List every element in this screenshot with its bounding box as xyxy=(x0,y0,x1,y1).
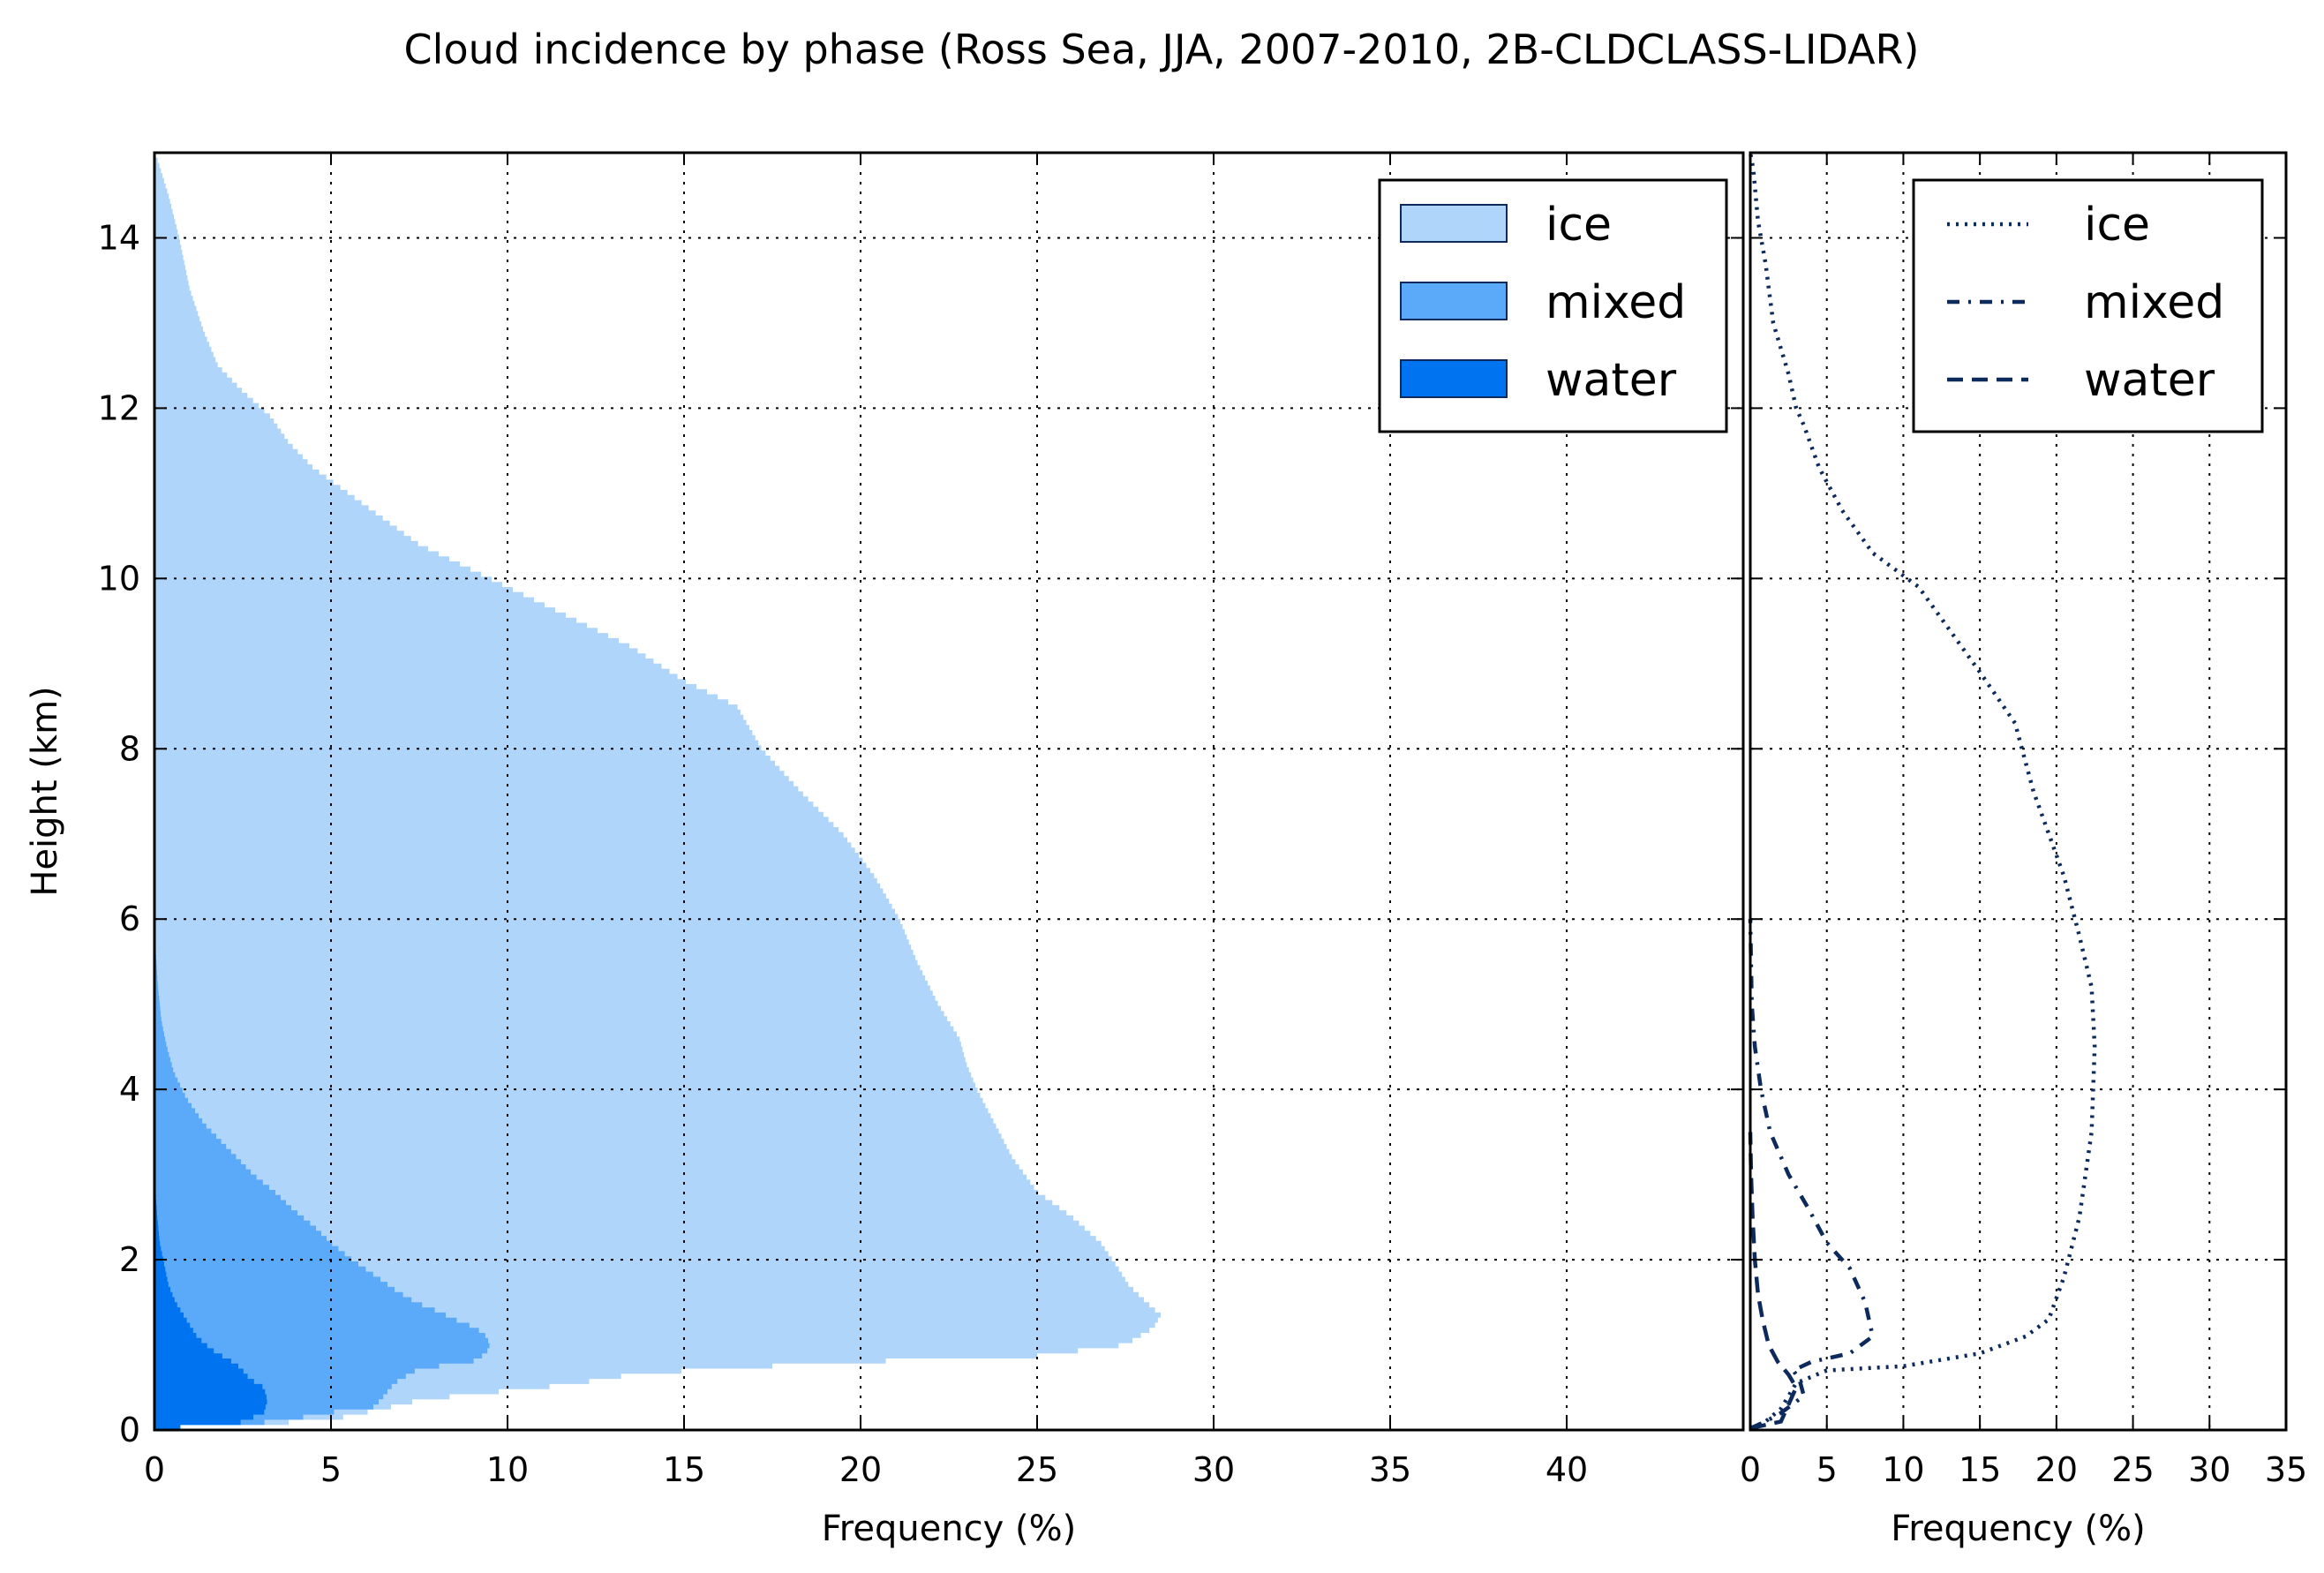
right-plot-frame xyxy=(1749,151,2288,1432)
y-tick-label: 10 xyxy=(98,559,140,598)
y-tick-label: 12 xyxy=(98,388,140,427)
right-ticks: 0 5 10 15 20 25 30 35 xyxy=(1740,153,2307,1489)
y-tick-label: 6 xyxy=(119,899,140,938)
x-tick-label: 35 xyxy=(2265,1450,2307,1489)
y-axis-label: Height (km) xyxy=(25,686,65,896)
right-panel: 0 5 10 15 20 25 30 35 Frequency (%) ice mixed wat… xyxy=(1740,151,2307,1549)
chart-title: Cloud incidence by phase (Ross Sea, JJA,… xyxy=(404,26,1920,73)
legend-label-ice: ice xyxy=(1546,199,1612,252)
area-ice xyxy=(154,153,1161,1430)
line-ice xyxy=(1748,152,2097,1431)
x-tick-label: 20 xyxy=(2035,1450,2078,1489)
x-tick-label: 10 xyxy=(486,1450,529,1489)
x-tick-label: 5 xyxy=(320,1450,342,1489)
x-tick-label: 35 xyxy=(1369,1450,1411,1489)
y-tick-label: 14 xyxy=(98,218,140,257)
left-grid xyxy=(154,153,1743,1430)
legend-label-water: water xyxy=(2084,354,2215,407)
legend-label-mixed: mixed xyxy=(2084,276,2224,329)
x-tick-label: 30 xyxy=(1192,1450,1235,1489)
x-tick-label: 0 xyxy=(1740,1450,1761,1489)
right-legend: ice mixed water xyxy=(1912,178,2264,433)
y-tick-label: 0 xyxy=(119,1411,140,1449)
legend-swatch-water xyxy=(1400,359,1508,398)
y-tick-label: 8 xyxy=(119,729,140,768)
legend-box xyxy=(1912,178,2264,433)
left-area-fills xyxy=(154,153,1161,1430)
x-tick-label: 15 xyxy=(663,1450,705,1489)
y-tick-label: 2 xyxy=(119,1240,140,1279)
left-ticks: 0 5 10 15 20 25 30 35 40 0 2 4 6 8 10 12 14 xyxy=(98,153,1743,1489)
legend-label-ice: ice xyxy=(2084,199,2150,252)
x-tick-label: 20 xyxy=(839,1450,882,1489)
y-tick-label: 4 xyxy=(119,1070,140,1109)
left-x-axis-label: Frequency (%) xyxy=(822,1509,1077,1549)
legend-swatch-ice xyxy=(1400,204,1508,243)
x-tick-label: 40 xyxy=(1546,1450,1588,1489)
legend-swatch-mixed xyxy=(1400,282,1508,320)
left-legend: ice mixed water xyxy=(1378,178,1728,433)
x-tick-label: 10 xyxy=(1882,1450,1924,1489)
line-water xyxy=(1748,1132,1799,1431)
legend-label-water: water xyxy=(1546,354,1677,407)
x-tick-label: 25 xyxy=(2111,1450,2154,1489)
legend-label-mixed: mixed xyxy=(1546,276,1686,329)
x-tick-label: 15 xyxy=(1959,1450,2001,1489)
x-tick-label: 30 xyxy=(2188,1450,2230,1489)
x-tick-label: 25 xyxy=(1016,1450,1058,1489)
left-panel: 0 5 10 15 20 25 30 35 40 0 2 4 6 8 10 12 14 Frequency (%… xyxy=(25,151,1745,1549)
line-mixed xyxy=(1748,919,1876,1431)
area-water xyxy=(154,153,267,1430)
x-tick-label: 5 xyxy=(1816,1450,1838,1489)
area-mixed xyxy=(154,153,490,1430)
left-plot-frame xyxy=(153,151,1745,1432)
right-x-axis-label: Frequency (%) xyxy=(1891,1509,2146,1549)
x-tick-label: 0 xyxy=(144,1450,165,1489)
